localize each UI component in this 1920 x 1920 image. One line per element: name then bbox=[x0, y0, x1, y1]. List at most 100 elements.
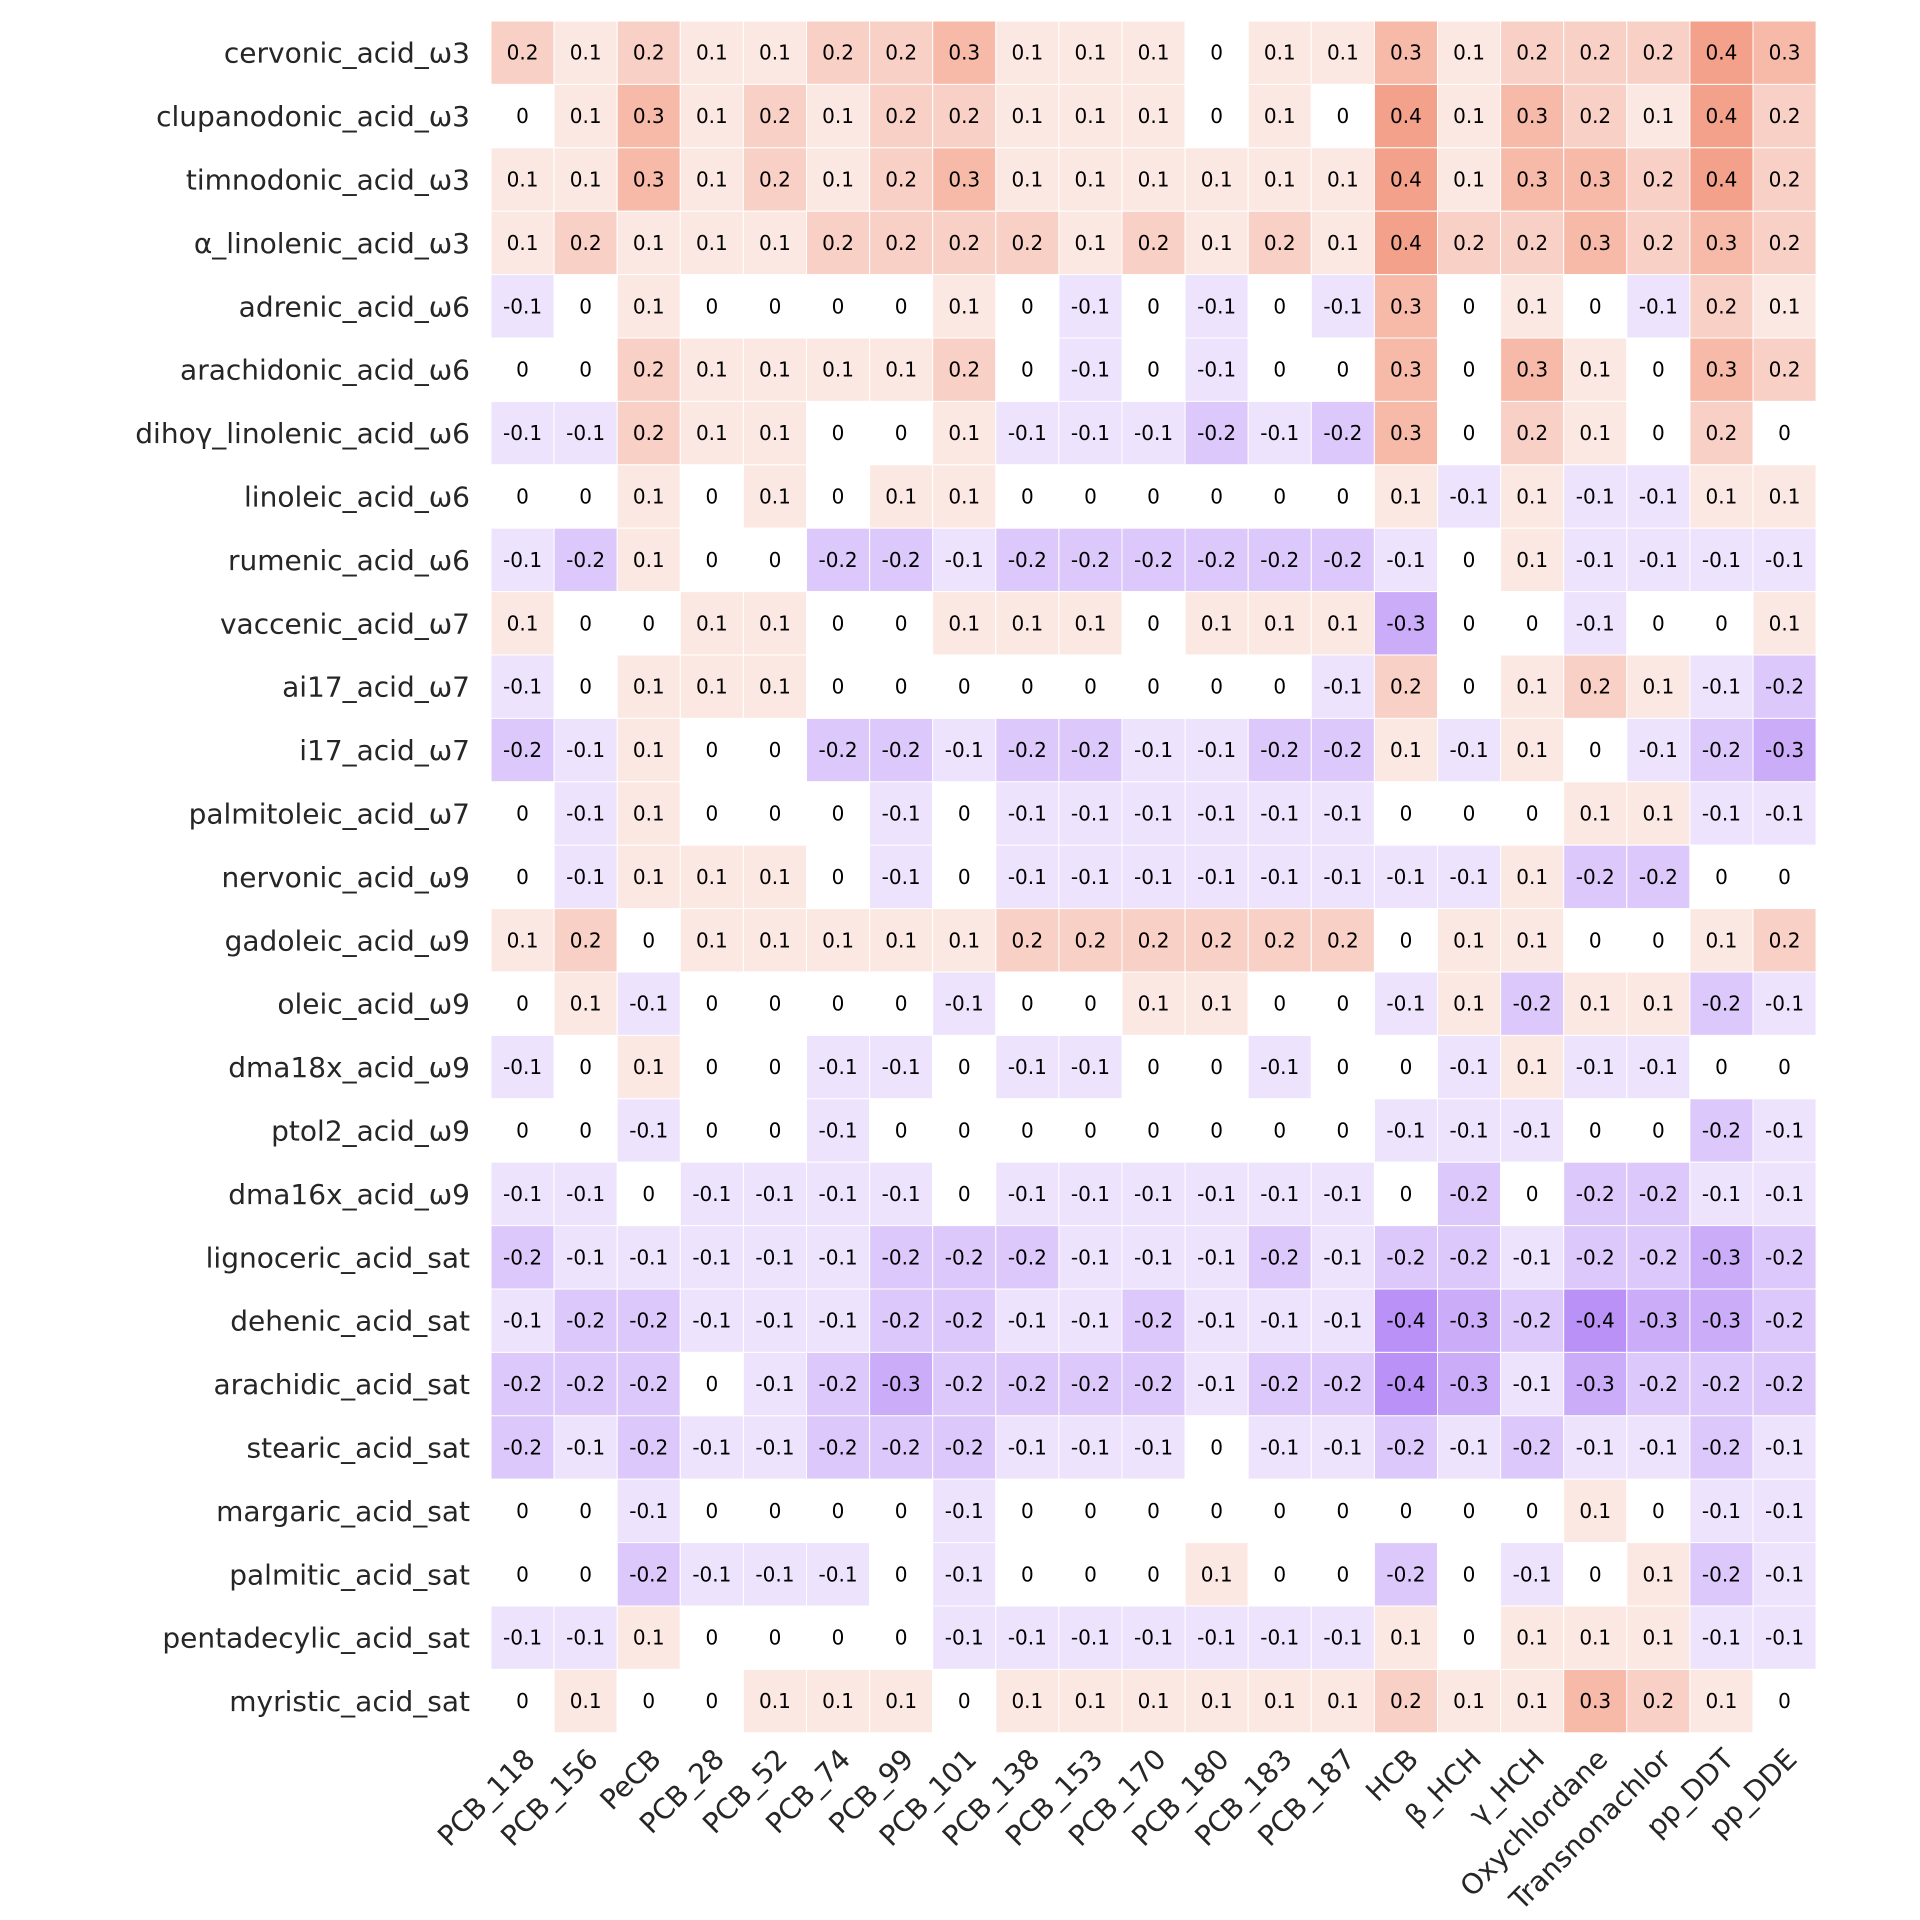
heatmap-cell bbox=[1689, 1542, 1754, 1607]
cell-value-label: -0.1 bbox=[1071, 865, 1110, 889]
cell-value-label: -0.1 bbox=[1702, 675, 1741, 699]
cell-value-label: -0.1 bbox=[1134, 802, 1173, 826]
cell-value-label: -0.1 bbox=[882, 1182, 921, 1206]
cell-value-label: -0.2 bbox=[882, 1245, 921, 1269]
cell-value-label: 0.1 bbox=[1138, 41, 1170, 65]
heatmap-cell bbox=[1563, 1161, 1628, 1227]
cell-value-label: 0.1 bbox=[633, 1626, 665, 1650]
cell-value-label: 0.1 bbox=[1390, 485, 1422, 509]
heatmap-cell bbox=[679, 464, 744, 529]
cell-value-label: -0.1 bbox=[1765, 1182, 1804, 1206]
heatmap-cell bbox=[1752, 400, 1817, 466]
cell-value-label: 0.1 bbox=[633, 1055, 665, 1079]
heatmap-cell bbox=[1500, 400, 1565, 466]
cell-value-label: -0.2 bbox=[1008, 548, 1047, 572]
heatmap-cell bbox=[1689, 527, 1754, 593]
cell-value-label: -0.1 bbox=[1576, 485, 1615, 509]
cell-value-label: -0.2 bbox=[629, 1372, 668, 1396]
cell-value-label: 0 bbox=[1526, 1182, 1539, 1206]
cell-value-label: 0.3 bbox=[1390, 358, 1422, 382]
heatmap-cell bbox=[932, 464, 997, 529]
cell-value-label: -0.1 bbox=[1260, 1309, 1299, 1333]
heatmap-cell bbox=[616, 654, 681, 719]
cell-value-label: -0.1 bbox=[1071, 1182, 1110, 1206]
cell-value-label: -0.2 bbox=[882, 1309, 921, 1333]
heatmap-cell bbox=[1184, 274, 1249, 339]
heatmap-cell bbox=[1689, 1478, 1754, 1544]
cell-value-label: 0.1 bbox=[1769, 294, 1801, 318]
heatmap-cell bbox=[1752, 591, 1817, 656]
heatmap-cell bbox=[553, 1225, 618, 1290]
column-labels: PCB_118PCB_156PeCBPCB_28PCB_52PCB_74PCB_… bbox=[431, 1742, 1803, 1918]
cell-value-label: 0 bbox=[579, 675, 592, 699]
cell-value-label: 0 bbox=[769, 548, 782, 572]
cell-value-label: 0 bbox=[579, 1562, 592, 1586]
heatmap-cell bbox=[1184, 654, 1249, 719]
heatmap-cell bbox=[1500, 1415, 1565, 1480]
heatmap-cell bbox=[1247, 781, 1312, 846]
row-label: i17_acid_ω7 bbox=[299, 734, 470, 767]
cell-value-label: 0.1 bbox=[1264, 104, 1296, 128]
cell-value-label: 0.1 bbox=[822, 358, 854, 382]
heatmap-cell bbox=[1373, 1161, 1439, 1227]
heatmap-cell bbox=[1121, 1288, 1186, 1353]
cell-value-label: 0.4 bbox=[1706, 104, 1738, 128]
heatmap-cell bbox=[1437, 844, 1502, 910]
cell-value-label: 0 bbox=[1526, 611, 1539, 635]
row-label: rumenic_acid_ω6 bbox=[228, 544, 470, 577]
heatmap-cell bbox=[1500, 1034, 1565, 1100]
heatmap-cell bbox=[1247, 147, 1312, 212]
heatmap-cell bbox=[1373, 1288, 1439, 1353]
cell-value-label: -0.3 bbox=[1702, 1309, 1741, 1333]
cell-value-label: -0.1 bbox=[503, 1182, 542, 1206]
cell-value-label: -0.2 bbox=[1513, 1309, 1552, 1333]
cell-value-label: 0.1 bbox=[1327, 1689, 1359, 1713]
cell-value-label: -0.1 bbox=[819, 1119, 858, 1143]
cell-value-label: -0.1 bbox=[1639, 294, 1678, 318]
cell-value-label: 0 bbox=[895, 1626, 908, 1650]
heatmap-cell bbox=[1058, 1225, 1123, 1290]
cell-value-label: 0.1 bbox=[633, 548, 665, 572]
cell-value-label: -0.1 bbox=[1576, 1055, 1615, 1079]
cell-value-label: 0.2 bbox=[507, 41, 539, 65]
heatmap-cell bbox=[1752, 908, 1817, 973]
heatmap-cell bbox=[869, 591, 934, 656]
cell-value-label: 0.3 bbox=[1390, 41, 1422, 65]
cell-value-label: 0.1 bbox=[633, 675, 665, 699]
heatmap-cell bbox=[490, 717, 555, 783]
cell-value-label: 0.1 bbox=[1453, 168, 1485, 192]
heatmap-cell bbox=[1058, 1098, 1123, 1163]
heatmap-cell bbox=[995, 717, 1060, 783]
heatmap-cell bbox=[1121, 1351, 1186, 1417]
heatmap-cell bbox=[806, 781, 871, 846]
heatmap-cell bbox=[616, 1478, 681, 1544]
heatmap-cell bbox=[1437, 210, 1502, 276]
cell-value-label: 0 bbox=[958, 1055, 971, 1079]
cell-value-label: -0.1 bbox=[945, 738, 984, 762]
cell-value-label: -0.2 bbox=[1260, 738, 1299, 762]
cell-value-label: 0.1 bbox=[1011, 168, 1043, 192]
heatmap-cell bbox=[869, 781, 934, 846]
cell-value-label: -0.2 bbox=[1702, 1372, 1741, 1396]
cell-value-label: 0 bbox=[579, 611, 592, 635]
cell-value-label: 0.2 bbox=[1769, 928, 1801, 952]
cell-value-label: -0.1 bbox=[503, 1055, 542, 1079]
heatmap-cell bbox=[806, 1225, 871, 1290]
cell-value-label: -0.1 bbox=[1008, 1436, 1047, 1460]
cell-value-label: 0.1 bbox=[759, 928, 791, 952]
cell-value-label: 0 bbox=[1715, 611, 1728, 635]
heatmap-cell bbox=[1310, 1668, 1375, 1734]
cell-value-label: 0 bbox=[1400, 802, 1413, 826]
cell-value-label: 0 bbox=[958, 675, 971, 699]
heatmap-cell bbox=[1121, 781, 1186, 846]
cell-value-label: 0 bbox=[579, 358, 592, 382]
cell-value-label: 0 bbox=[895, 294, 908, 318]
cell-value-label: -0.1 bbox=[503, 675, 542, 699]
cell-value-label: -0.2 bbox=[503, 738, 542, 762]
cell-value-label: 0.2 bbox=[759, 104, 791, 128]
cell-value-label: 0.2 bbox=[1264, 928, 1296, 952]
cell-value-label: 0.1 bbox=[1075, 41, 1107, 65]
heatmap-cell bbox=[1689, 274, 1754, 339]
heatmap-cell bbox=[1184, 210, 1249, 276]
cell-value-label: -0.2 bbox=[1639, 1245, 1678, 1269]
